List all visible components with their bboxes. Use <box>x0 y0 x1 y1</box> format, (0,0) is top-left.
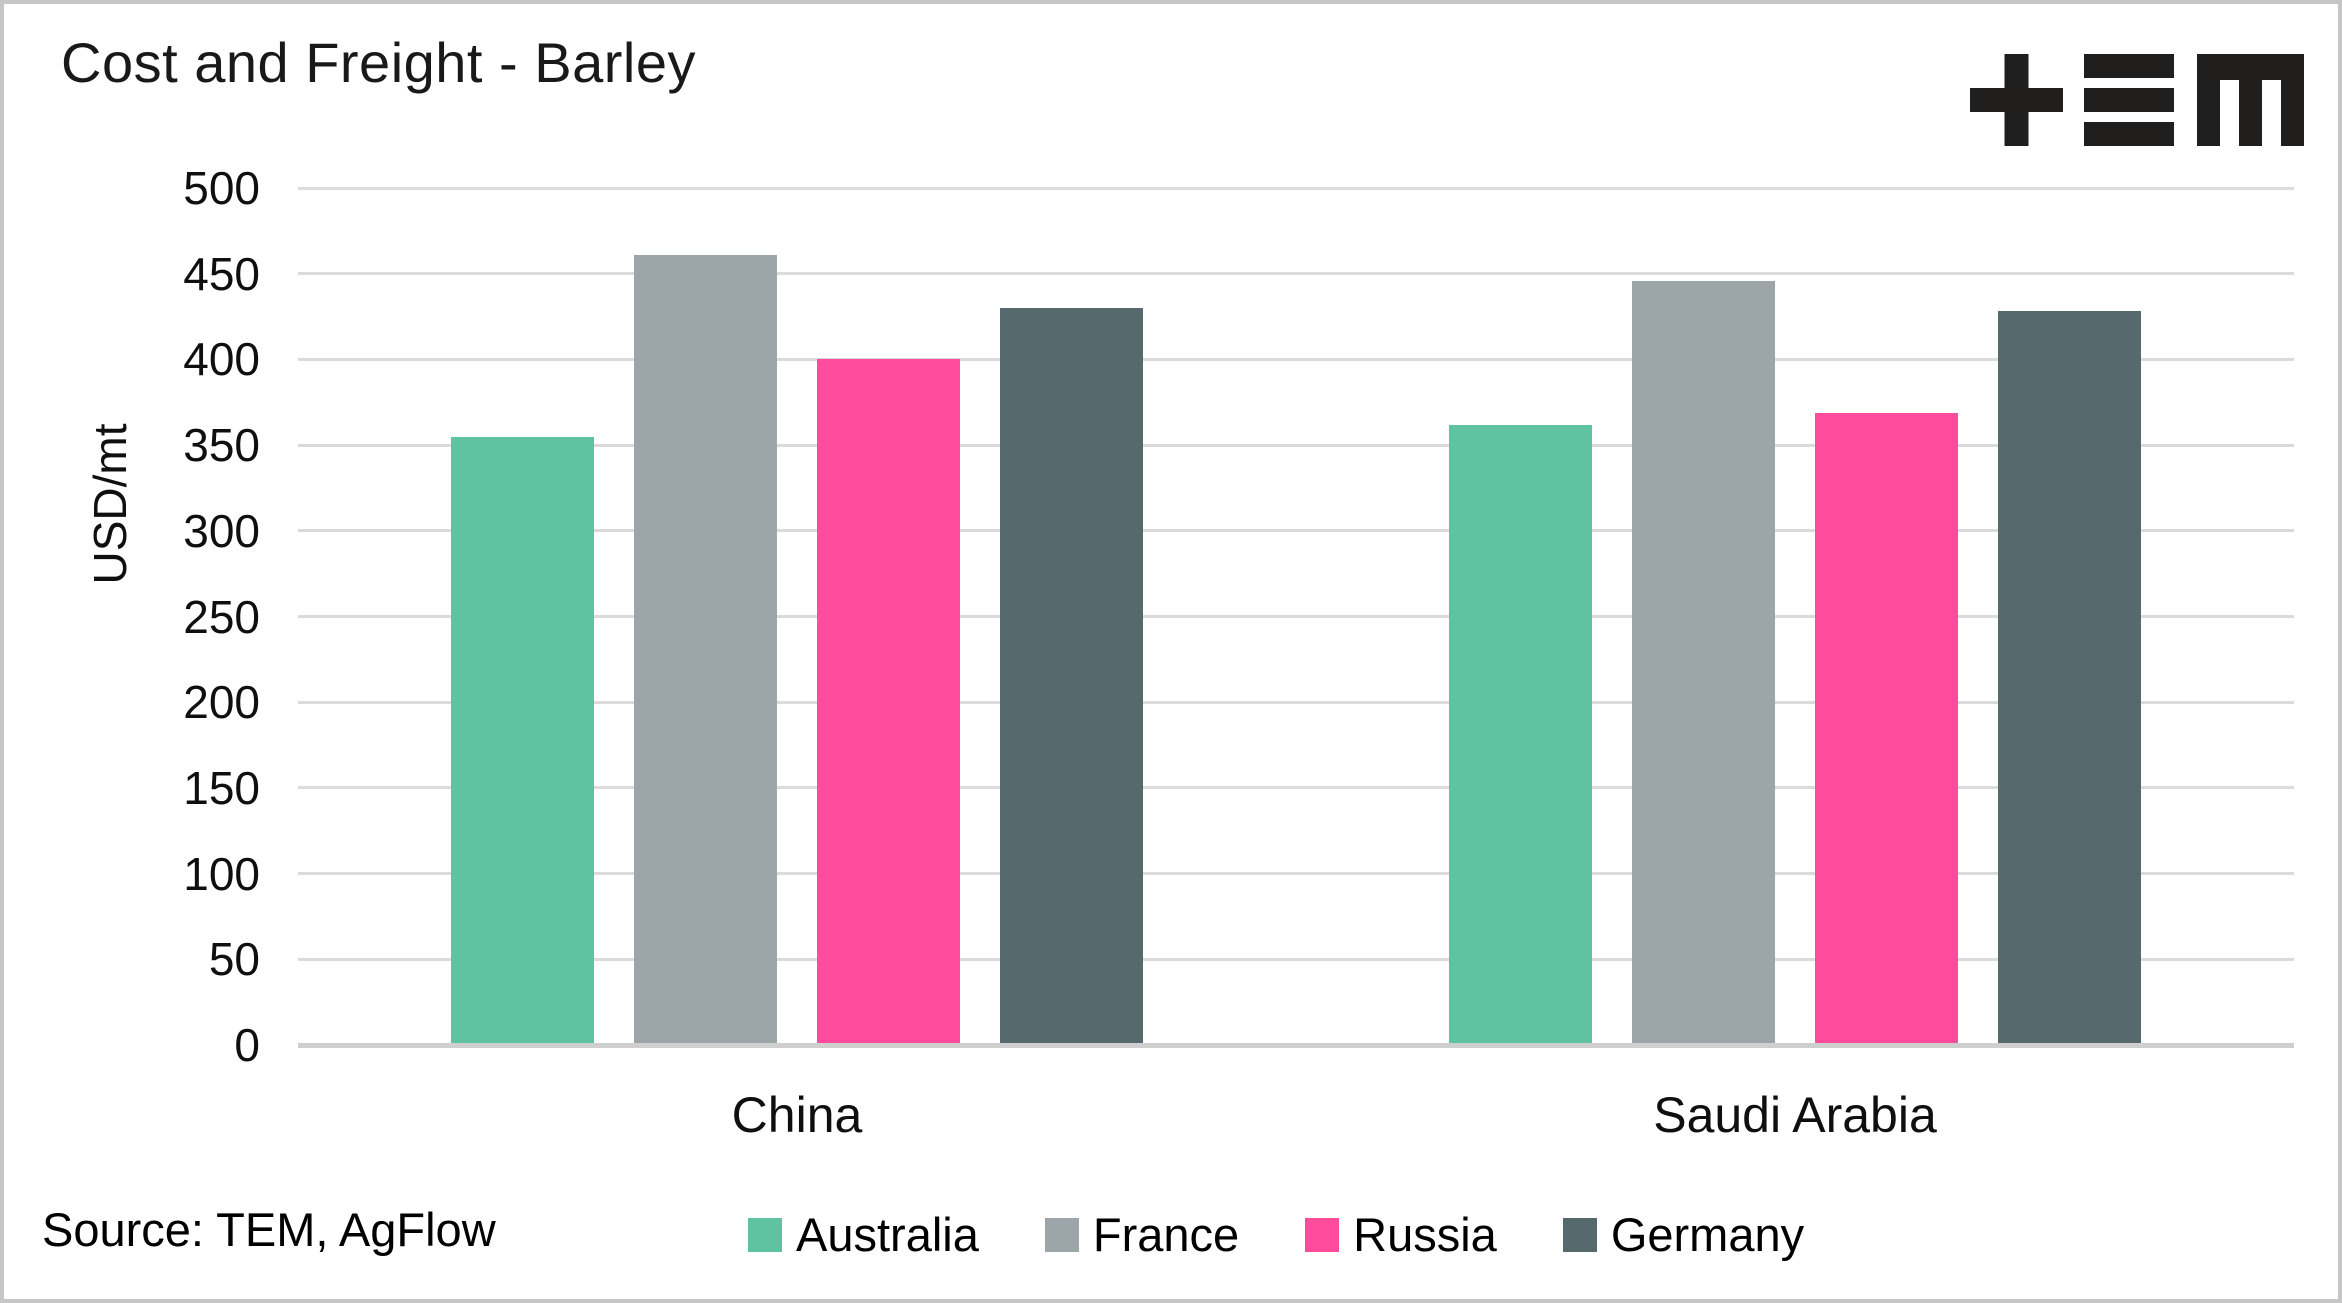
gridline-150 <box>298 786 2294 790</box>
logo-m-glyph <box>2197 54 2304 146</box>
bar-china-australia <box>451 436 594 1045</box>
bar-china-russia <box>817 359 960 1045</box>
bar-saudi-arabia-france <box>1632 280 1775 1045</box>
x-axis-label-saudi-arabia: Saudi Arabia <box>1653 1087 1937 1143</box>
bar-saudi-arabia-australia <box>1449 424 1592 1045</box>
legend-marker-germany <box>1562 1217 1597 1252</box>
legend-label-australia: Australia <box>796 1208 979 1261</box>
source-note: Source: TEM, AgFlow <box>42 1203 496 1256</box>
y-tick-label-100: 100 <box>183 847 260 900</box>
legend-item-germany: Germany <box>1562 1207 1805 1262</box>
legend-item-russia: Russia <box>1305 1207 1497 1262</box>
gridline-200 <box>298 700 2294 704</box>
y-tick-label-150: 150 <box>183 761 260 814</box>
bar-china-france <box>634 254 777 1045</box>
bar-group-china <box>298 188 1296 1045</box>
logo-bar-top <box>2084 54 2174 78</box>
gridline-300 <box>298 529 2294 533</box>
y-tick-label-300: 300 <box>183 504 260 557</box>
bar-china-germany <box>1000 307 1143 1045</box>
gridline-450 <box>298 272 2294 276</box>
y-tick-label-450: 450 <box>183 247 260 300</box>
gridline-500 <box>298 186 2294 190</box>
logo-bar-middle <box>2084 88 2174 112</box>
y-tick-label-200: 200 <box>183 676 260 729</box>
gridline-50 <box>298 957 2294 961</box>
chart-title: Cost and Freight - Barley <box>61 31 696 94</box>
bar-saudi-arabia-russia <box>1815 412 1958 1045</box>
legend-item-france: France <box>1044 1207 1240 1262</box>
gridline-250 <box>298 615 2294 618</box>
legend-marker-russia <box>1305 1217 1340 1252</box>
y-tick-label-250: 250 <box>183 590 260 643</box>
legend-marker-australia <box>748 1217 782 1252</box>
bar-saudi-arabia-germany <box>1998 311 2141 1045</box>
tem-logo <box>1970 54 2304 146</box>
legend-label-russia: Russia <box>1353 1208 1497 1261</box>
y-tick-label-0: 0 <box>234 1019 260 1071</box>
legend-label-france: France <box>1092 1208 1240 1261</box>
y-tick-label-350: 350 <box>183 419 260 472</box>
y-tick-label-400: 400 <box>183 333 260 386</box>
gridline-100 <box>298 872 2294 876</box>
y-tick-label-50: 50 <box>208 933 260 986</box>
legend: Australia France Russia Germany <box>748 1207 1804 1262</box>
x-axis-label-china: China <box>731 1087 863 1143</box>
logo-bar-bottom <box>2084 122 2174 146</box>
y-tick-label-500: 500 <box>183 162 260 214</box>
bar-group-saudi-arabia <box>1296 188 2294 1045</box>
x-axis-line <box>298 1042 2294 1048</box>
logo-plus-vertical <box>2004 54 2029 146</box>
plot-area <box>298 186 2294 1048</box>
legend-marker-france <box>1044 1217 1079 1252</box>
gridline-350 <box>298 443 2294 447</box>
gridline-400 <box>298 357 2294 361</box>
legend-item-australia: Australia <box>748 1207 979 1262</box>
legend-label-germany: Germany <box>1610 1208 1805 1261</box>
